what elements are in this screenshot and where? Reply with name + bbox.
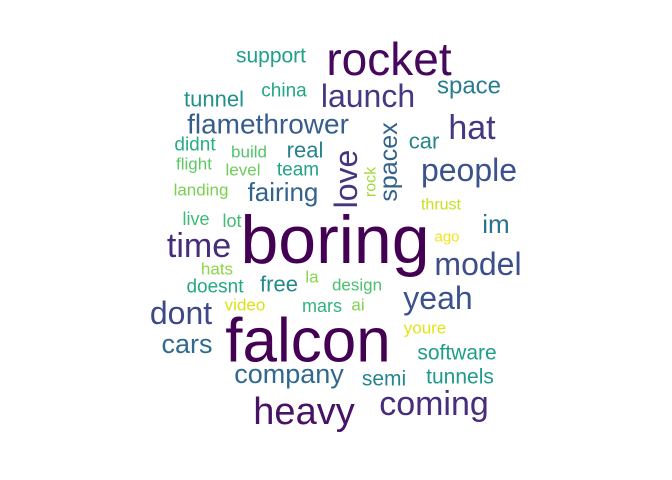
- word-china: china: [261, 81, 307, 102]
- word-didnt: didnt: [174, 135, 216, 156]
- word-heavy: heavy: [253, 391, 354, 433]
- word-landing: landing: [174, 181, 229, 200]
- word-coming: coming: [379, 385, 489, 423]
- word-yeah: yeah: [403, 280, 472, 316]
- word-lot: lot: [222, 211, 241, 231]
- word-semi: semi: [362, 368, 406, 391]
- word-people: people: [421, 152, 517, 188]
- word-car: car: [409, 129, 440, 154]
- word-love: love: [328, 150, 364, 209]
- word-design: design: [332, 276, 382, 295]
- word-tunnel: tunnel: [184, 87, 244, 112]
- word-group: boring falcon rocket heavy coming time launch l…: [150, 33, 522, 433]
- word-im: im: [482, 209, 509, 239]
- word-tunnels: tunnels: [426, 366, 494, 389]
- word-ai: ai: [351, 296, 364, 315]
- word-support: support: [236, 45, 306, 68]
- word-launch: launch: [321, 78, 415, 114]
- word-doesnt: doesnt: [186, 277, 244, 298]
- word-thrust: thrust: [421, 197, 462, 214]
- word-flight: flight: [176, 155, 212, 174]
- word-space: space: [437, 73, 501, 100]
- word-hat: hat: [448, 109, 496, 147]
- word-flamethrower: flamethrower: [187, 109, 349, 140]
- word-team: team: [277, 160, 319, 181]
- word-video: video: [225, 296, 266, 315]
- word-falcon: falcon: [225, 307, 390, 376]
- word-mars: mars: [302, 296, 342, 316]
- word-boring: boring: [240, 202, 429, 278]
- word-software: software: [417, 342, 496, 365]
- word-ago: ago: [434, 229, 459, 246]
- word-hats: hats: [201, 260, 233, 279]
- word-build: build: [231, 143, 267, 162]
- word-free: free: [260, 272, 298, 297]
- word-dont: dont: [150, 295, 212, 331]
- word-model: model: [434, 246, 521, 282]
- word-live: live: [182, 209, 209, 229]
- word-cars: cars: [161, 329, 212, 359]
- word-la: la: [305, 268, 319, 287]
- word-real: real: [287, 138, 324, 163]
- word-spacex: spacex: [375, 122, 403, 202]
- word-fairing: fairing: [248, 177, 319, 207]
- word-rock: rock: [363, 166, 380, 197]
- word-level: level: [226, 161, 261, 180]
- word-rocket: rocket: [326, 33, 451, 85]
- word-time: time: [167, 227, 231, 265]
- word-youre: youre: [404, 319, 447, 338]
- word-company: company: [234, 359, 344, 389]
